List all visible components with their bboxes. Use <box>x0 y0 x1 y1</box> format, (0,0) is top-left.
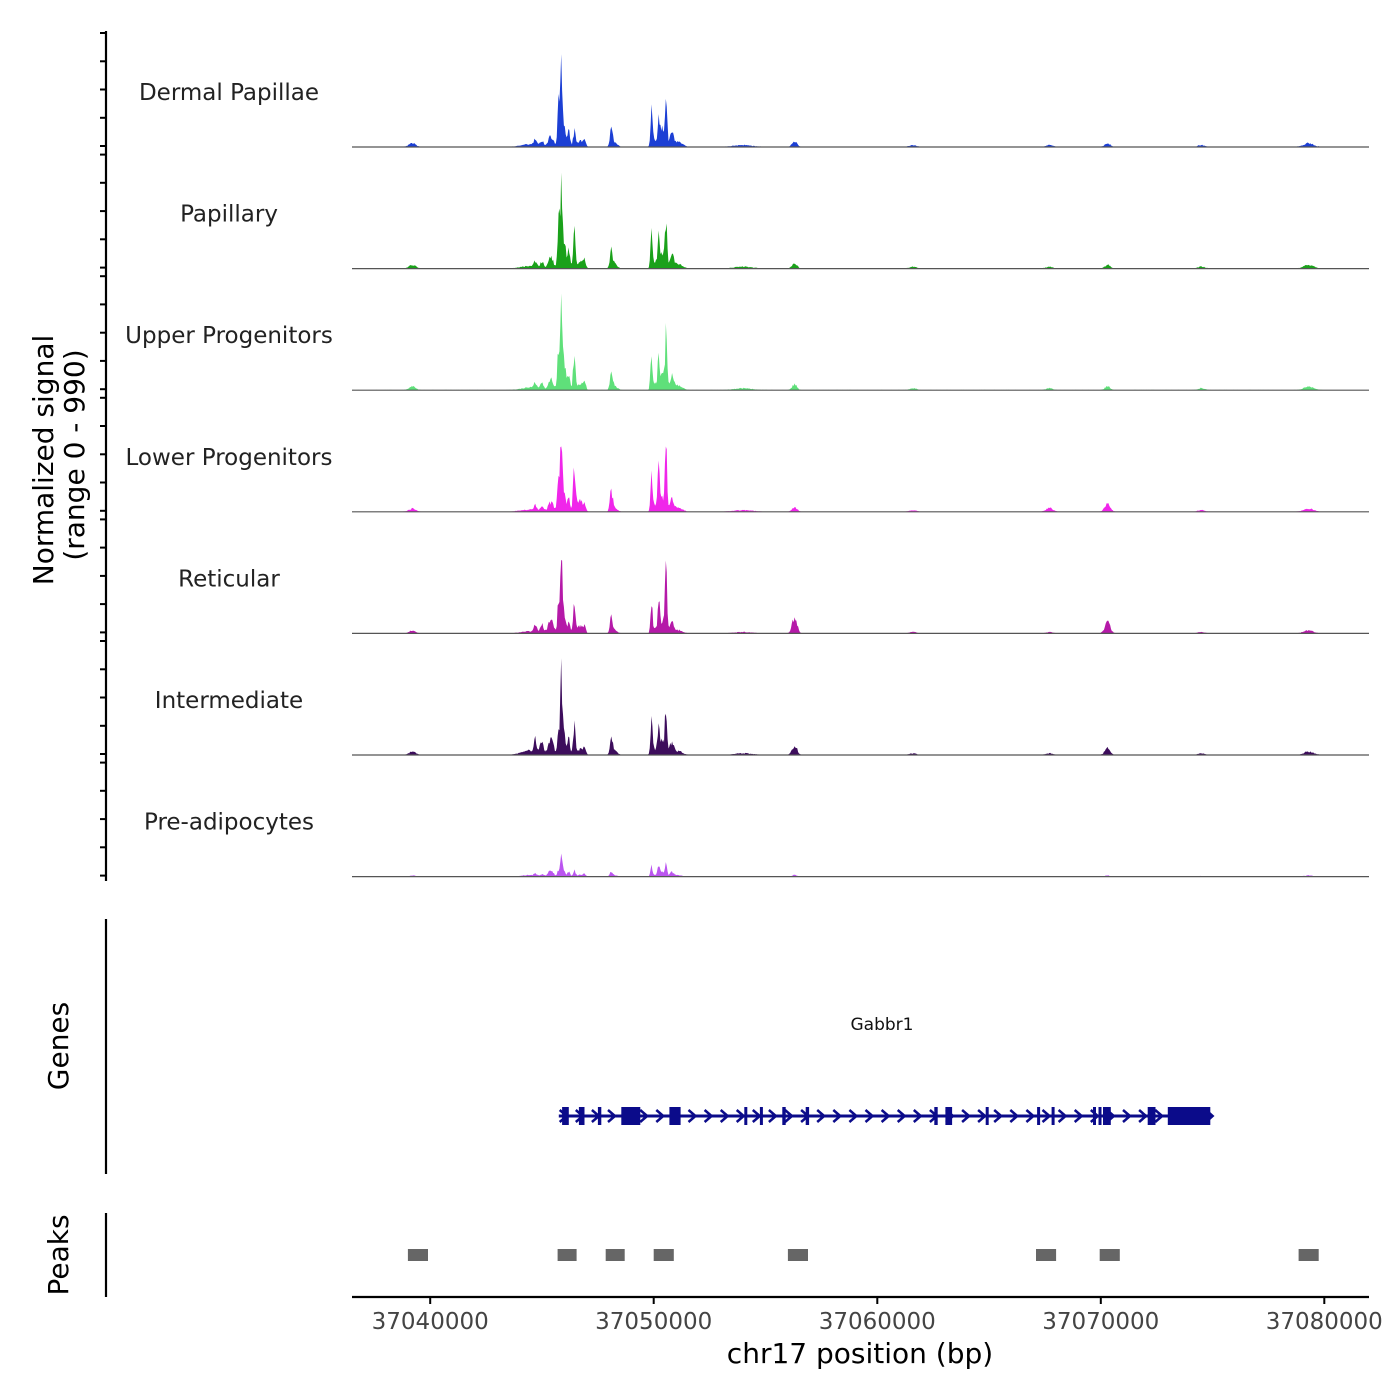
gene-strand-arrow <box>816 1109 827 1123</box>
gene-exon <box>985 1107 989 1125</box>
gene-exon <box>562 1107 569 1125</box>
gene-strand-arrow <box>1154 1109 1165 1123</box>
gene-exon <box>597 1107 602 1125</box>
track-label: Papillary <box>180 202 278 228</box>
genes-axis-title: Genes <box>42 1002 75 1090</box>
gene-exon <box>578 1107 585 1125</box>
gene-exon <box>744 1107 748 1125</box>
gene-strand-arrow <box>703 1109 714 1123</box>
gene-strand-arrow <box>832 1109 843 1123</box>
gene-strand-arrow <box>751 1109 762 1123</box>
track-label: Reticular <box>178 566 280 592</box>
gene-exon <box>669 1107 681 1125</box>
gene-strand-arrow <box>1122 1109 1132 1123</box>
peak-region <box>557 1249 577 1261</box>
signal-y-axis-ticks <box>100 32 106 877</box>
track-upper-progenitors: Upper Progenitors <box>125 293 1369 391</box>
gene-strand-arrow <box>784 1109 794 1123</box>
gene-strand-arrow <box>1009 1109 1020 1123</box>
gene-exon <box>621 1107 641 1125</box>
gene-strand-arrow <box>848 1109 859 1123</box>
gene-exon <box>1103 1107 1111 1125</box>
y-axis-title-line1: Normalized signal <box>27 335 60 586</box>
gene-name-label: Gabbr1 <box>851 1015 914 1035</box>
gene-strand-arrow <box>896 1109 907 1123</box>
peak-region <box>407 1249 428 1261</box>
gene-exon <box>1167 1107 1211 1125</box>
gene-exon <box>805 1107 810 1125</box>
gene-strand-arrow <box>880 1109 891 1123</box>
gene-strand-arrow <box>1057 1109 1068 1123</box>
signal-tracks: Dermal Papillae Papillary Upper Progenitor… <box>125 54 1369 878</box>
x-tick-label: 37080000 <box>1266 1309 1383 1335</box>
peak-region <box>653 1249 674 1261</box>
track-label: Upper Progenitors <box>125 323 333 349</box>
peak-region <box>787 1249 808 1261</box>
x-axis-title: chr17 position (bp) <box>727 1337 993 1370</box>
x-axis-ticks: 37040000 37050000 37060000 37070000 37080000 <box>372 1297 1383 1335</box>
x-tick-label: 37060000 <box>819 1309 936 1335</box>
track-dermal-papillae: Dermal Papillae <box>139 54 1369 148</box>
gene-exon <box>782 1107 786 1125</box>
gene-strand-arrow <box>639 1109 650 1123</box>
gene-strand-arrow <box>1073 1109 1084 1123</box>
gene-strand-arrow <box>607 1109 617 1123</box>
gene-exon <box>934 1107 938 1125</box>
gene-strand-arrow <box>961 1109 972 1123</box>
gene-exon <box>1051 1107 1055 1125</box>
gene-strand-arrow <box>993 1109 1004 1123</box>
gene-strand-arrow <box>1138 1109 1149 1123</box>
track-reticular: Reticular <box>178 559 1369 635</box>
track-label: Intermediate <box>155 688 303 714</box>
gene-strand-arrow <box>719 1109 730 1123</box>
gene-exon <box>1147 1107 1156 1125</box>
y-axis-title-line2: (range 0 - 990) <box>58 349 91 560</box>
gene-strand-arrow <box>768 1109 778 1123</box>
gene-strand-arrow <box>735 1109 746 1123</box>
track-label: Dermal Papillae <box>139 80 319 106</box>
peak-region <box>1099 1249 1120 1261</box>
gene-exon <box>1093 1107 1096 1125</box>
gene-exon <box>1098 1107 1102 1125</box>
peak-region <box>1036 1249 1057 1261</box>
gene-exon <box>759 1107 763 1125</box>
peak-region <box>605 1249 625 1261</box>
gene-strand-arrow <box>1025 1109 1036 1123</box>
track-label: Pre-adipocytes <box>144 810 314 836</box>
x-tick-label: 37070000 <box>1042 1309 1159 1335</box>
peak-region <box>1298 1249 1319 1261</box>
gene-end-arrow <box>1204 1107 1215 1125</box>
gene-strand-arrow <box>1041 1109 1052 1123</box>
track-label: Lower Progenitors <box>126 445 333 471</box>
gene-model <box>558 1107 1215 1125</box>
track-papillary: Papillary <box>180 172 1369 270</box>
peaks-axis-title: Peaks <box>42 1214 75 1295</box>
x-tick-label: 37050000 <box>595 1309 712 1335</box>
gene-strand-arrow <box>864 1109 875 1123</box>
gene-strand-arrow <box>977 1109 988 1123</box>
track-lower-progenitors: Lower Progenitors <box>126 445 1369 513</box>
peak-regions <box>407 1249 1319 1261</box>
gene-exon <box>1037 1107 1041 1125</box>
x-tick-label: 37040000 <box>372 1309 489 1335</box>
gene-strand-arrow <box>655 1109 666 1123</box>
track-intermediate: Intermediate <box>155 658 1369 756</box>
gene-exon <box>945 1107 953 1125</box>
track-pre-adipocytes: Pre-adipocytes <box>144 810 1369 878</box>
gene-strand-arrow <box>687 1109 698 1123</box>
gene-strand-arrow <box>912 1109 923 1123</box>
